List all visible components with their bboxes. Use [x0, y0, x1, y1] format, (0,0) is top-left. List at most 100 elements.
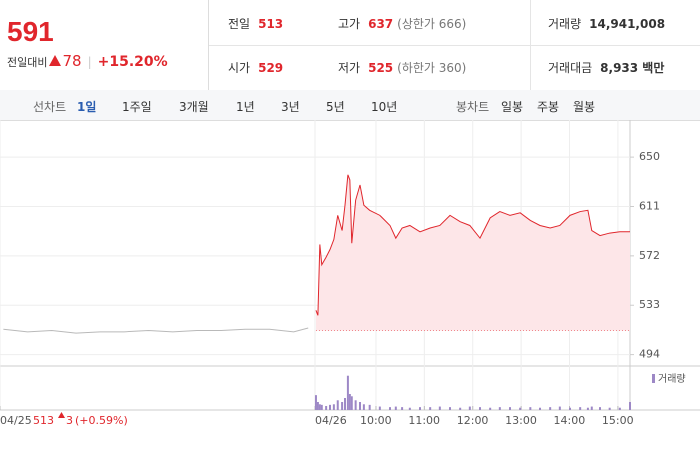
info-value: 8,933 백만 — [600, 61, 665, 75]
volume-bar — [316, 402, 319, 410]
volume-bar — [549, 407, 552, 410]
volume-bar — [459, 407, 462, 410]
x-tick-label: 04/25 — [0, 414, 32, 427]
period-button[interactable]: 월봉 — [573, 100, 596, 114]
info-value: 14,941,008 — [589, 17, 666, 31]
legend-swatch — [652, 374, 655, 383]
volume-bar — [429, 407, 432, 410]
volume-bar — [438, 406, 441, 410]
chart: 494 533 572 611 650 04/25 04/26 10:00 11:00 12:00… — [0, 120, 700, 427]
up-icon — [58, 412, 65, 418]
volume-bar — [408, 407, 411, 410]
price-line — [315, 174, 630, 316]
x-tick-label: 12:00 — [457, 414, 489, 427]
info-label: 거래량 — [548, 17, 582, 31]
volume-bar — [394, 406, 397, 410]
volume-bar — [590, 406, 593, 410]
volume-bar — [346, 375, 349, 410]
volume-bar — [529, 407, 532, 410]
volume-bar — [325, 406, 328, 410]
info-label: 저가 — [338, 61, 361, 75]
legend-label: 거래량 — [658, 373, 686, 385]
y-tick-label: 611 — [639, 199, 660, 212]
volume-bar — [498, 407, 501, 410]
volume-bar — [618, 407, 621, 410]
info-label: 거래대금 — [548, 61, 593, 75]
info-cell: 거래량 14,941,008 — [548, 15, 665, 32]
period-button[interactable]: 3년 — [281, 100, 300, 114]
current-price: 591 — [7, 16, 54, 47]
x-tick-label: 13:00 — [505, 414, 537, 427]
info-cell: 시가 529 — [228, 59, 283, 76]
change-label: 전일대비 — [7, 56, 48, 69]
info-value: 525 — [368, 61, 394, 75]
volume-bar — [608, 407, 611, 410]
y-tick-label: 494 — [639, 348, 660, 361]
volume-bar — [350, 396, 353, 410]
volume-bar — [468, 406, 471, 410]
volume-bar — [489, 407, 492, 410]
period-button[interactable]: 일봉 — [501, 100, 524, 114]
period-button[interactable]: 주봉 — [537, 100, 560, 114]
period-button[interactable]: 1년 — [236, 100, 255, 114]
price-box: 591 전일대비 78 | +15.20% — [0, 0, 209, 90]
volume-bar — [348, 394, 351, 410]
toolbar: 선차트 1일 1주일 3개월 1년 3년 5년 10년 봉차트 일봉 주봉 월봉 — [0, 90, 700, 121]
volume-bar — [599, 407, 601, 410]
x-tick-label: 15:00 — [602, 414, 634, 427]
period-button[interactable]: 10년 — [371, 100, 398, 114]
toolbar-label: 봉차트 — [456, 100, 490, 114]
volume-bar — [586, 407, 589, 410]
info-cell: 고가 637 (상한가 666) — [338, 15, 466, 32]
volume-bar — [336, 400, 339, 410]
prev-change: 3 — [66, 414, 73, 427]
info-cell: 거래대금 8,933 백만 — [548, 59, 664, 76]
price-line — [3, 327, 309, 334]
y-tick-label: 533 — [639, 298, 660, 311]
volume-bar — [629, 402, 631, 410]
info-label: 전일 — [228, 17, 251, 31]
change-pct: +15.20% — [97, 54, 168, 70]
period-button[interactable]: 5년 — [326, 100, 345, 114]
x-tick-label: 04/26 — [315, 414, 347, 427]
volume-bar — [320, 404, 323, 410]
volume-bar — [519, 407, 522, 410]
volume-bar — [344, 398, 346, 410]
volume-bar — [359, 402, 361, 410]
volume-bar — [539, 407, 541, 410]
info-cell: 저가 525 (하한가 360) — [338, 59, 466, 76]
period-button[interactable]: 3개월 — [179, 100, 209, 114]
sep: | — [87, 55, 92, 69]
toolbar-label: 선차트 — [33, 100, 67, 114]
volume-bar — [449, 407, 451, 410]
volume-bar — [579, 407, 582, 410]
change-value: 78 — [62, 52, 82, 70]
period-button[interactable]: 1주일 — [122, 100, 152, 114]
volume-bar — [389, 407, 391, 410]
volume-bar — [378, 406, 381, 410]
volume-bar — [362, 404, 365, 410]
volume-bar — [341, 402, 344, 410]
up-icon — [49, 55, 62, 66]
info-note: (상한가 666) — [397, 17, 467, 31]
x-tick-label: 14:00 — [554, 414, 586, 427]
y-tick-label: 650 — [639, 150, 660, 163]
x-tick-label: 10:00 — [360, 414, 392, 427]
col-divider — [530, 0, 531, 90]
volume-bar — [332, 404, 335, 410]
info-value: 513 — [258, 17, 284, 31]
volume-bar — [329, 404, 331, 410]
y-tick-label: 572 — [639, 249, 660, 262]
volume-bar — [354, 400, 357, 410]
summary: 591 전일대비 78 | +15.20% 전일 513 고가 637 (상한가 666) 거래… — [0, 0, 700, 91]
row-divider — [209, 45, 700, 46]
volume-bar — [401, 407, 404, 410]
volume-bar — [368, 404, 371, 410]
volume-bar — [419, 407, 421, 410]
info-value: 637 — [368, 17, 394, 31]
x-tick-label: 11:00 — [408, 414, 440, 427]
volume-bar — [314, 395, 317, 410]
info-cell: 전일 513 — [228, 15, 283, 32]
period-button[interactable]: 1일 — [77, 100, 97, 114]
